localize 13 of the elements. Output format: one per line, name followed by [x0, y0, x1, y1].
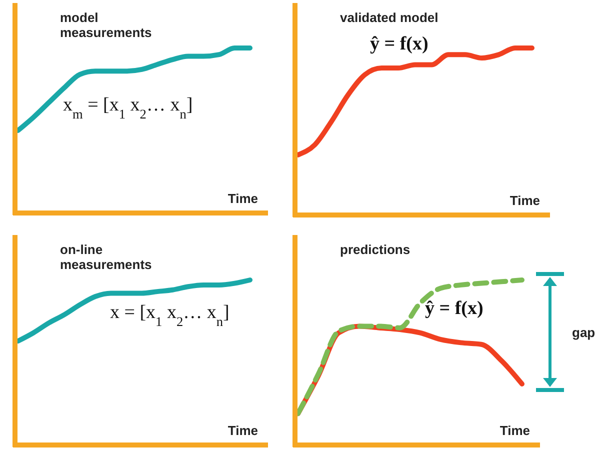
- annotation: ŷ = f(x): [425, 298, 484, 319]
- chart-title: model measurements: [60, 10, 152, 40]
- x-axis-title: Time: [228, 191, 258, 206]
- x-axis-title: Time: [228, 423, 258, 438]
- chart-title: validated model: [340, 10, 438, 25]
- annotation: x = [x$_{1}$ x$_{2}$… x$_{n}$]: [110, 302, 230, 328]
- chart-title: predictions: [340, 242, 410, 257]
- x-axis-title: Time: [500, 423, 530, 438]
- chart-title: on-line measurements: [60, 242, 152, 272]
- text: gap: [572, 324, 596, 340]
- x-axis-title: Time: [510, 193, 540, 208]
- text: x$_{m}$ = [x$_{1}$ x$_{2}$… x$_{n}$]: [63, 94, 193, 121]
- annotation: ŷ = f(x): [370, 33, 428, 54]
